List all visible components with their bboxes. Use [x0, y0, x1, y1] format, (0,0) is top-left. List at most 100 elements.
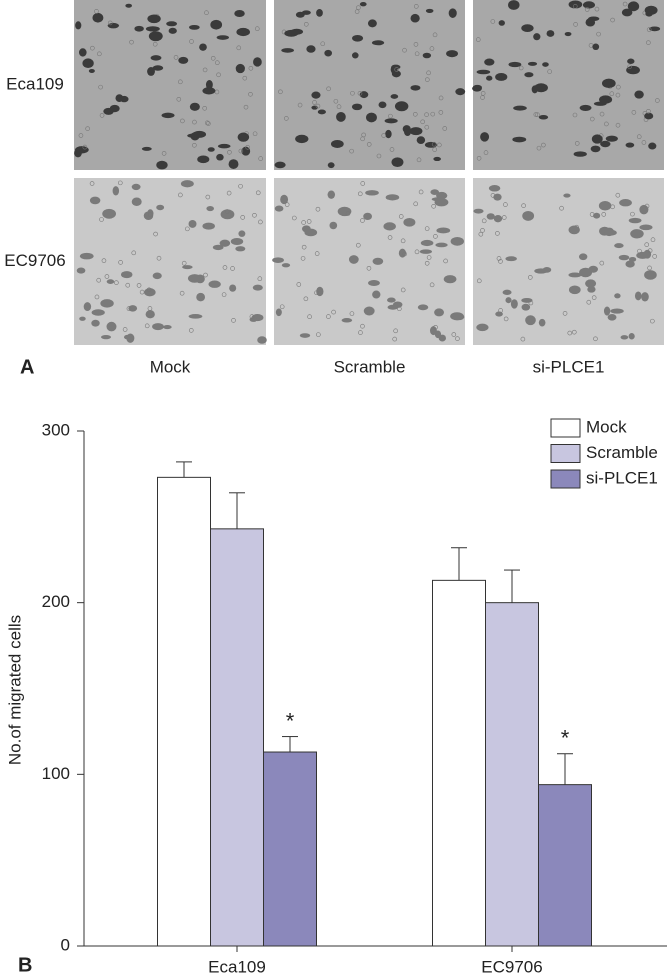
pore	[567, 330, 573, 336]
pore	[122, 327, 128, 332]
cell	[591, 134, 603, 144]
cell	[620, 335, 629, 340]
cell	[352, 34, 364, 42]
pore	[284, 116, 289, 121]
cell	[91, 319, 100, 327]
cell	[145, 310, 155, 319]
cell	[144, 288, 156, 297]
cell	[628, 333, 635, 340]
cell	[648, 142, 657, 150]
cell	[188, 314, 203, 319]
legend-swatch	[550, 444, 581, 463]
pore	[357, 191, 363, 197]
legend-label: Mock	[586, 417, 627, 436]
cell	[495, 311, 503, 317]
micrograph	[274, 0, 466, 170]
cell	[473, 208, 484, 214]
pore	[240, 215, 245, 220]
pore	[314, 251, 320, 256]
pore	[238, 183, 243, 189]
pore	[615, 192, 621, 198]
cell	[398, 248, 407, 258]
pore	[646, 27, 652, 32]
cell	[534, 268, 548, 274]
cell	[131, 183, 141, 191]
column-label: Scramble	[334, 357, 406, 376]
cell	[207, 147, 215, 152]
pore	[431, 141, 437, 147]
error-bar	[451, 547, 467, 581]
cell	[156, 204, 165, 211]
cell	[306, 45, 316, 53]
cell	[410, 13, 420, 23]
pore	[443, 258, 448, 264]
pore	[97, 51, 102, 57]
pore	[615, 92, 621, 98]
micrograph-background	[473, 0, 664, 170]
pore	[490, 19, 496, 24]
cell	[75, 21, 82, 30]
cell	[112, 186, 120, 196]
cell	[202, 87, 216, 95]
pore	[480, 95, 485, 100]
pore	[429, 282, 435, 288]
micrograph	[272, 178, 465, 345]
pore	[622, 1, 628, 7]
cell	[152, 323, 164, 331]
cell	[488, 185, 501, 192]
pore	[416, 157, 422, 163]
pore	[278, 89, 283, 95]
cell	[329, 221, 338, 230]
pore	[424, 226, 430, 231]
pore	[520, 336, 526, 342]
cell	[134, 25, 144, 32]
pore	[221, 292, 227, 297]
cell	[486, 213, 495, 220]
cell	[106, 321, 117, 332]
cell	[147, 14, 161, 24]
pore	[360, 136, 365, 142]
pore	[242, 75, 248, 81]
cell	[100, 299, 114, 308]
cell	[147, 67, 155, 76]
cell	[587, 286, 596, 293]
cell	[598, 201, 612, 211]
cell	[582, 1, 596, 9]
cell	[603, 306, 611, 316]
cell	[614, 243, 624, 249]
cell	[83, 302, 92, 312]
cell	[524, 72, 534, 78]
cell	[417, 304, 429, 311]
cell	[510, 299, 518, 309]
pore	[438, 110, 444, 115]
cell	[212, 244, 224, 251]
pore	[356, 242, 361, 248]
cell	[125, 3, 132, 8]
pore	[345, 211, 351, 216]
pore	[320, 41, 326, 47]
pore	[562, 311, 568, 316]
cell	[274, 161, 286, 169]
cell	[634, 90, 644, 99]
cell	[192, 130, 207, 138]
cell	[257, 336, 267, 344]
pore	[413, 4, 419, 9]
cell	[385, 194, 400, 201]
cell	[409, 127, 423, 136]
cell	[290, 28, 304, 35]
pore	[475, 37, 481, 42]
cell	[281, 263, 291, 268]
cell	[152, 272, 162, 280]
cell	[234, 9, 245, 18]
pore	[424, 124, 430, 130]
cell	[619, 198, 632, 207]
pore	[90, 45, 95, 51]
pore	[599, 260, 605, 266]
cell	[275, 308, 282, 317]
pore	[224, 209, 230, 214]
cell	[387, 297, 396, 303]
error-bar	[504, 569, 520, 603]
cell	[324, 49, 332, 57]
pore	[222, 265, 228, 270]
cell	[480, 132, 490, 142]
